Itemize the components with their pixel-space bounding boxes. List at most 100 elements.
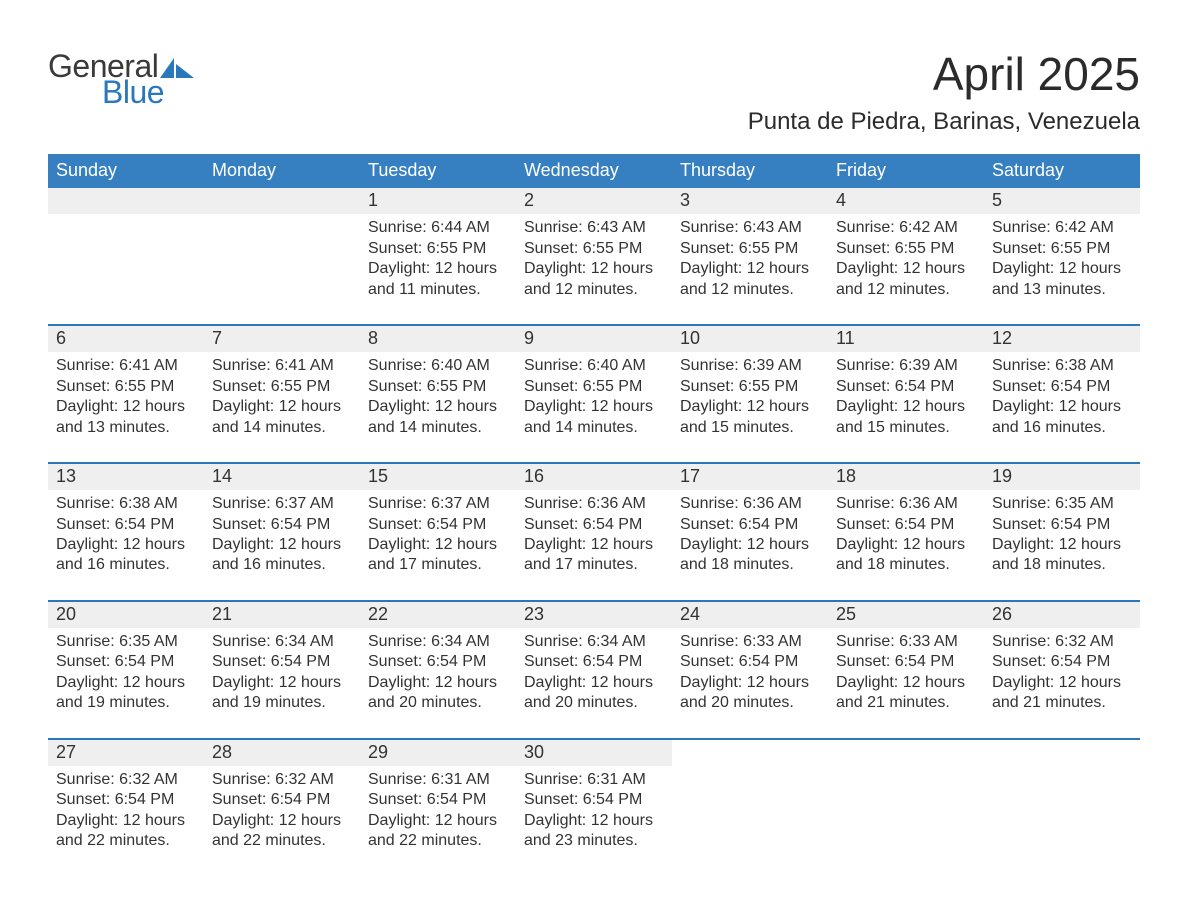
calendar-cell: 6Sunrise: 6:41 AMSunset: 6:55 PMDaylight… bbox=[48, 326, 204, 444]
sunset-text: Sunset: 6:54 PM bbox=[836, 652, 976, 672]
sunset-text: Sunset: 6:54 PM bbox=[524, 652, 664, 672]
sunrise-text: Sunrise: 6:37 AM bbox=[368, 494, 508, 514]
sunrise-text: Sunrise: 6:41 AM bbox=[56, 356, 196, 376]
daylight-text-line2: and 21 minutes. bbox=[836, 693, 976, 713]
day-number: 2 bbox=[516, 188, 672, 214]
calendar-cell: 24Sunrise: 6:33 AMSunset: 6:54 PMDayligh… bbox=[672, 602, 828, 720]
location-subtitle: Punta de Piedra, Barinas, Venezuela bbox=[748, 108, 1140, 136]
daylight-text-line1: Daylight: 12 hours bbox=[680, 535, 820, 555]
sunset-text: Sunset: 6:54 PM bbox=[680, 515, 820, 535]
calendar-cell: 16Sunrise: 6:36 AMSunset: 6:54 PMDayligh… bbox=[516, 464, 672, 582]
sunrise-text: Sunrise: 6:39 AM bbox=[836, 356, 976, 376]
day-details: Sunrise: 6:31 AMSunset: 6:54 PMDaylight:… bbox=[516, 766, 672, 852]
sunrise-text: Sunrise: 6:40 AM bbox=[524, 356, 664, 376]
daylight-text-line2: and 22 minutes. bbox=[212, 831, 352, 851]
daylight-text-line1: Daylight: 12 hours bbox=[212, 397, 352, 417]
day-details: Sunrise: 6:33 AMSunset: 6:54 PMDaylight:… bbox=[828, 628, 984, 714]
sunset-text: Sunset: 6:55 PM bbox=[524, 239, 664, 259]
day-details: Sunrise: 6:38 AMSunset: 6:54 PMDaylight:… bbox=[48, 490, 204, 576]
sunrise-text: Sunrise: 6:34 AM bbox=[368, 632, 508, 652]
day-number: 20 bbox=[48, 602, 204, 628]
day-number: 22 bbox=[360, 602, 516, 628]
calendar-week: 27Sunrise: 6:32 AMSunset: 6:54 PMDayligh… bbox=[48, 738, 1140, 858]
sunrise-text: Sunrise: 6:40 AM bbox=[368, 356, 508, 376]
weekday-header-row: Sunday Monday Tuesday Wednesday Thursday… bbox=[48, 154, 1140, 188]
day-number: 15 bbox=[360, 464, 516, 490]
month-title: April 2025 bbox=[748, 50, 1140, 98]
daylight-text-line1: Daylight: 12 hours bbox=[836, 673, 976, 693]
day-number: 11 bbox=[828, 326, 984, 352]
daylight-text-line2: and 23 minutes. bbox=[524, 831, 664, 851]
day-details: Sunrise: 6:40 AMSunset: 6:55 PMDaylight:… bbox=[516, 352, 672, 438]
sunrise-text: Sunrise: 6:44 AM bbox=[368, 218, 508, 238]
day-number: 27 bbox=[48, 740, 204, 766]
daylight-text-line2: and 12 minutes. bbox=[836, 280, 976, 300]
sunrise-text: Sunrise: 6:31 AM bbox=[368, 770, 508, 790]
daylight-text-line1: Daylight: 12 hours bbox=[212, 673, 352, 693]
calendar-cell: 4Sunrise: 6:42 AMSunset: 6:55 PMDaylight… bbox=[828, 188, 984, 306]
sunset-text: Sunset: 6:54 PM bbox=[992, 377, 1132, 397]
calendar-cell-blank bbox=[48, 188, 204, 306]
weekday-header: Saturday bbox=[984, 154, 1140, 188]
calendar-cell: 8Sunrise: 6:40 AMSunset: 6:55 PMDaylight… bbox=[360, 326, 516, 444]
day-details: Sunrise: 6:37 AMSunset: 6:54 PMDaylight:… bbox=[204, 490, 360, 576]
daylight-text-line2: and 14 minutes. bbox=[212, 418, 352, 438]
day-number: 16 bbox=[516, 464, 672, 490]
day-number: 29 bbox=[360, 740, 516, 766]
daylight-text-line2: and 12 minutes. bbox=[524, 280, 664, 300]
day-details: Sunrise: 6:35 AMSunset: 6:54 PMDaylight:… bbox=[984, 490, 1140, 576]
calendar-cell: 23Sunrise: 6:34 AMSunset: 6:54 PMDayligh… bbox=[516, 602, 672, 720]
daylight-text-line2: and 18 minutes. bbox=[992, 555, 1132, 575]
calendar-cell: 10Sunrise: 6:39 AMSunset: 6:55 PMDayligh… bbox=[672, 326, 828, 444]
daylight-text-line2: and 20 minutes. bbox=[368, 693, 508, 713]
calendar-week: 6Sunrise: 6:41 AMSunset: 6:55 PMDaylight… bbox=[48, 324, 1140, 444]
day-number: 21 bbox=[204, 602, 360, 628]
sunset-text: Sunset: 6:54 PM bbox=[836, 377, 976, 397]
sunset-text: Sunset: 6:54 PM bbox=[992, 652, 1132, 672]
daylight-text-line1: Daylight: 12 hours bbox=[56, 397, 196, 417]
sunset-text: Sunset: 6:54 PM bbox=[524, 515, 664, 535]
sunset-text: Sunset: 6:54 PM bbox=[836, 515, 976, 535]
calendar-cell: 28Sunrise: 6:32 AMSunset: 6:54 PMDayligh… bbox=[204, 740, 360, 858]
sunrise-text: Sunrise: 6:37 AM bbox=[212, 494, 352, 514]
sunset-text: Sunset: 6:54 PM bbox=[368, 515, 508, 535]
daylight-text-line1: Daylight: 12 hours bbox=[368, 535, 508, 555]
day-details: Sunrise: 6:44 AMSunset: 6:55 PMDaylight:… bbox=[360, 214, 516, 300]
sunset-text: Sunset: 6:54 PM bbox=[368, 790, 508, 810]
sunset-text: Sunset: 6:54 PM bbox=[56, 790, 196, 810]
day-details: Sunrise: 6:36 AMSunset: 6:54 PMDaylight:… bbox=[516, 490, 672, 576]
sunrise-text: Sunrise: 6:39 AM bbox=[680, 356, 820, 376]
sunrise-text: Sunrise: 6:36 AM bbox=[680, 494, 820, 514]
daylight-text-line1: Daylight: 12 hours bbox=[524, 811, 664, 831]
daylight-text-line2: and 16 minutes. bbox=[56, 555, 196, 575]
day-details: Sunrise: 6:39 AMSunset: 6:55 PMDaylight:… bbox=[672, 352, 828, 438]
sunset-text: Sunset: 6:54 PM bbox=[56, 652, 196, 672]
day-details: Sunrise: 6:32 AMSunset: 6:54 PMDaylight:… bbox=[984, 628, 1140, 714]
header-bar: General Blue April 2025 Punta de Piedra,… bbox=[48, 50, 1140, 136]
calendar-cell-blank bbox=[828, 740, 984, 858]
day-number: 24 bbox=[672, 602, 828, 628]
daylight-text-line1: Daylight: 12 hours bbox=[212, 811, 352, 831]
day-number: 12 bbox=[984, 326, 1140, 352]
sunrise-text: Sunrise: 6:43 AM bbox=[680, 218, 820, 238]
calendar-cell: 21Sunrise: 6:34 AMSunset: 6:54 PMDayligh… bbox=[204, 602, 360, 720]
sunrise-text: Sunrise: 6:43 AM bbox=[524, 218, 664, 238]
daylight-text-line2: and 16 minutes. bbox=[992, 418, 1132, 438]
sunrise-text: Sunrise: 6:36 AM bbox=[836, 494, 976, 514]
sunrise-text: Sunrise: 6:34 AM bbox=[524, 632, 664, 652]
weeks-container: 1Sunrise: 6:44 AMSunset: 6:55 PMDaylight… bbox=[48, 188, 1140, 857]
daylight-text-line1: Daylight: 12 hours bbox=[836, 535, 976, 555]
day-number bbox=[204, 188, 360, 214]
calendar-cell: 29Sunrise: 6:31 AMSunset: 6:54 PMDayligh… bbox=[360, 740, 516, 858]
daylight-text-line2: and 15 minutes. bbox=[836, 418, 976, 438]
weekday-header: Sunday bbox=[48, 154, 204, 188]
daylight-text-line2: and 15 minutes. bbox=[680, 418, 820, 438]
day-number: 9 bbox=[516, 326, 672, 352]
sunset-text: Sunset: 6:54 PM bbox=[56, 515, 196, 535]
calendar-cell: 17Sunrise: 6:36 AMSunset: 6:54 PMDayligh… bbox=[672, 464, 828, 582]
sunrise-text: Sunrise: 6:32 AM bbox=[56, 770, 196, 790]
sunrise-text: Sunrise: 6:33 AM bbox=[836, 632, 976, 652]
day-details: Sunrise: 6:39 AMSunset: 6:54 PMDaylight:… bbox=[828, 352, 984, 438]
weekday-header: Wednesday bbox=[516, 154, 672, 188]
daylight-text-line2: and 18 minutes. bbox=[680, 555, 820, 575]
